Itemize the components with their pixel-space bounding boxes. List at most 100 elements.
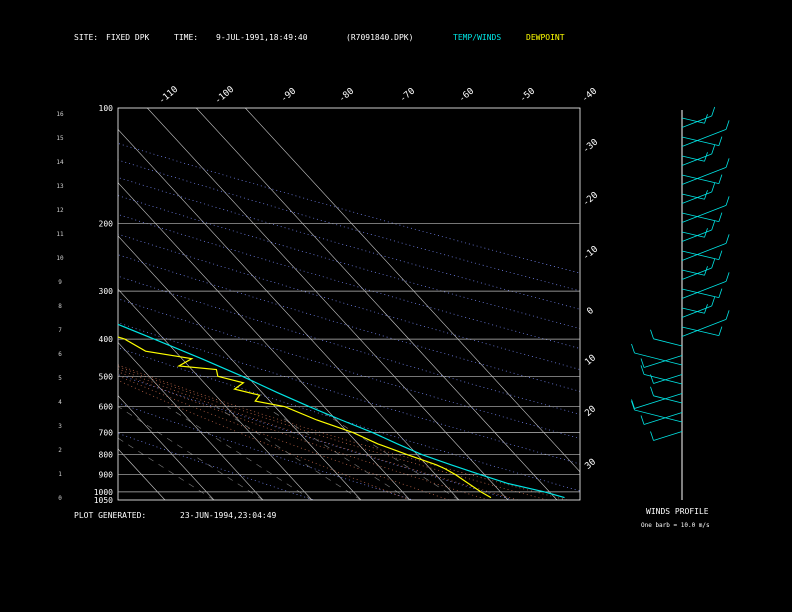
wind-barb-shaft <box>681 166 727 185</box>
wind-barb-shaft <box>681 267 712 280</box>
wind-barb-flag <box>711 182 716 193</box>
isotherm-line <box>0 108 67 500</box>
height-tick-label: 13 <box>56 183 64 190</box>
pressure-tick-label: 1000 <box>94 488 113 497</box>
wind-barb-shaft <box>681 128 727 147</box>
dry-adiabat-line <box>118 374 513 500</box>
height-tick-label: 7 <box>58 327 62 334</box>
dry-adiabat-line <box>118 254 580 392</box>
wind-barb-shaft <box>681 231 705 238</box>
wind-barb-shaft <box>643 374 683 385</box>
wind-barb-flag <box>631 399 635 409</box>
wind-barb-shaft <box>681 326 719 336</box>
temp-tick-label-top: -110 <box>157 85 180 107</box>
dry-adiabat-line <box>118 432 314 500</box>
temp-tick-label-right: -20 <box>581 190 600 208</box>
wind-barb-shaft <box>681 229 712 242</box>
height-tick-label: 16 <box>56 111 64 118</box>
wind-barb-shaft <box>681 212 719 222</box>
height-tick-label: 10 <box>56 255 64 262</box>
winds-barb-note: One barb = 10.0 m/s <box>641 522 710 529</box>
wind-barb-flag <box>725 272 730 282</box>
pressure-tick-label: 200 <box>99 220 114 229</box>
plot-generated-label: PLOT GENERATED: <box>74 511 147 520</box>
height-tick-label: 4 <box>58 399 62 406</box>
moist-adiabat-line <box>118 368 518 500</box>
pressure-tick-label: 300 <box>99 287 114 296</box>
time-label: TIME: <box>174 33 199 42</box>
temp-tick-label-right: 20 <box>583 404 598 419</box>
temp-tick-label-right: -30 <box>581 137 600 155</box>
wind-barb-flag <box>711 258 716 269</box>
wind-barb-flag <box>650 329 654 339</box>
isotherm-line <box>118 128 460 500</box>
site-value: FIXED DPK <box>106 33 150 42</box>
wind-barb-shaft <box>681 204 727 223</box>
dry-adiabat-line <box>118 347 580 492</box>
wind-barb-flag <box>640 358 645 368</box>
dry-adiabat-line <box>118 159 580 292</box>
isotherm-line <box>118 235 362 500</box>
height-tick-label: 6 <box>58 351 62 358</box>
wind-barb-shaft <box>681 280 727 299</box>
isotherm-line <box>245 108 580 473</box>
wind-barb-flag <box>631 400 635 411</box>
temp-tick-label-right: 10 <box>583 353 598 368</box>
wind-barb-flag <box>704 228 708 238</box>
isotherm-line <box>147 108 509 500</box>
wind-barb-shaft <box>634 409 683 423</box>
wind-barb-flag <box>640 365 645 375</box>
height-tick-label: 1 <box>58 471 62 478</box>
wind-barb-shaft <box>643 412 683 425</box>
height-tick-label: 9 <box>58 279 62 286</box>
pressure-tick-label: 900 <box>99 470 114 479</box>
wind-barb-flag <box>718 136 723 146</box>
wind-barb-flag <box>704 114 708 124</box>
wind-barb-flag <box>704 266 708 276</box>
temperature-line <box>118 323 565 499</box>
dry-adiabat-line <box>118 214 580 349</box>
wind-barb-flag <box>704 304 708 314</box>
dry-adiabat-line <box>118 195 580 329</box>
pressure-tick-label: 500 <box>99 372 114 381</box>
pressure-tick-label: 600 <box>99 403 114 412</box>
dry-adiabat-line <box>118 233 580 370</box>
pressure-tick-label: 100 <box>99 104 114 113</box>
wind-barb-shaft <box>681 318 727 337</box>
height-tick-label: 15 <box>56 135 64 142</box>
wind-barb-flag <box>725 158 730 168</box>
height-tick-label: 11 <box>56 231 64 238</box>
site-label: SITE: <box>74 33 99 42</box>
wind-barb-flag <box>718 174 723 184</box>
dry-adiabat-line <box>118 177 580 310</box>
background-lines <box>0 108 580 500</box>
wind-barb-shaft <box>653 338 683 347</box>
wind-barb-flag <box>711 144 716 155</box>
height-tick-label: 12 <box>56 207 64 214</box>
dry-adiabat-line <box>118 298 580 439</box>
plot-frame <box>117 107 581 501</box>
wind-barb-flag <box>718 326 723 336</box>
file-id: (R7091840.DPK) <box>346 33 414 42</box>
wind-barb-flag <box>640 415 645 425</box>
series-layer <box>118 323 565 499</box>
height-tick-label: 0 <box>58 495 62 502</box>
mixing-ratio-line <box>216 406 362 500</box>
wind-barb-shaft <box>681 155 705 162</box>
wind-barb-shaft <box>681 153 712 166</box>
wind-barb-shaft <box>681 305 712 318</box>
isotherm-line <box>118 395 215 500</box>
wind-barb-flag <box>631 343 635 354</box>
mixing-ratio-line <box>167 406 313 500</box>
wind-barb-flag <box>704 190 708 200</box>
pressure-grid <box>117 107 581 501</box>
wind-barb-flag <box>650 431 654 441</box>
isotherm-line <box>118 448 166 500</box>
height-tick-label: 2 <box>58 447 62 454</box>
isotherm-line <box>118 342 264 500</box>
dry-adiabat-line <box>118 275 580 415</box>
temp-tick-label-top: -80 <box>337 86 356 104</box>
temp-tick-label-top: -40 <box>580 86 599 104</box>
height-tick-label: 5 <box>58 375 62 382</box>
wind-barb-flag <box>725 310 730 320</box>
